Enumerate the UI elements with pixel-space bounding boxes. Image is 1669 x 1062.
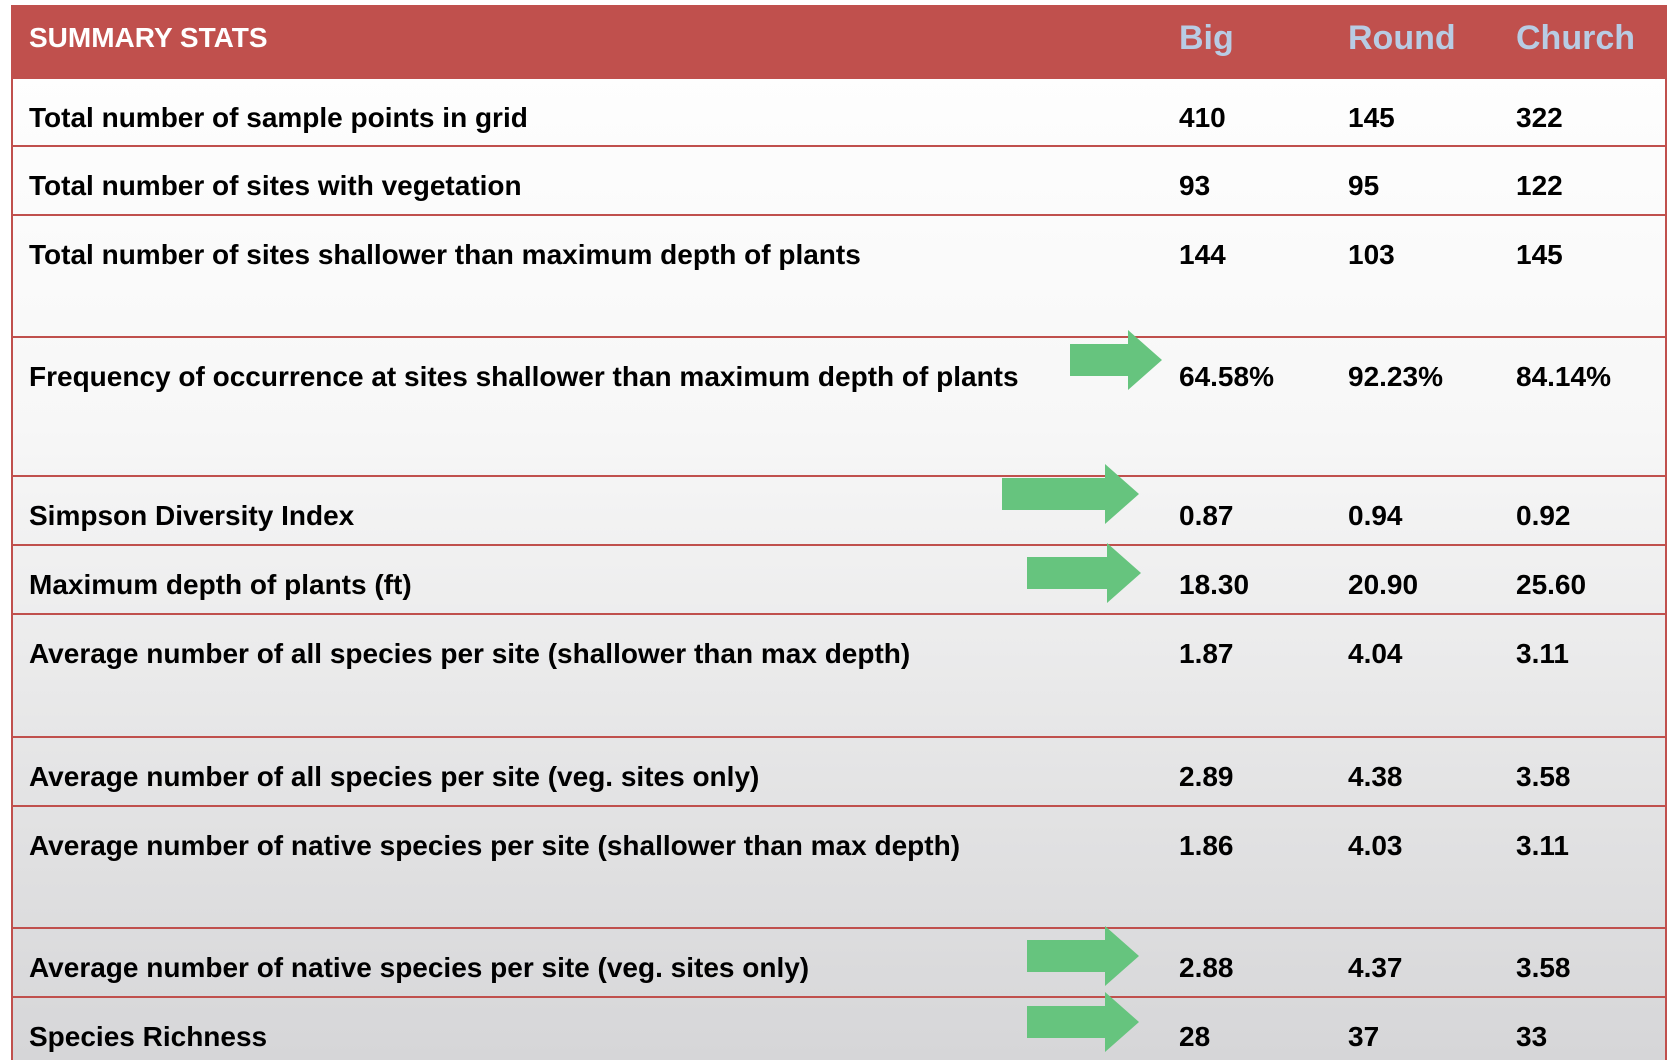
table-row: Frequency of occurrence at sites shallow… (13, 336, 1665, 475)
cell-value: 37 (1348, 1021, 1380, 1052)
green-arrow (1070, 330, 1162, 390)
cell-value: 145 (1348, 102, 1395, 133)
cell-value: 410 (1179, 102, 1226, 133)
cell-value: 103 (1348, 239, 1395, 270)
cell-value: 0.87 (1179, 500, 1234, 531)
cell-value: 0.92 (1516, 500, 1571, 531)
cell-value: 3.58 (1516, 761, 1571, 792)
table-row: Total number of sample points in grid 410… (13, 77, 1665, 145)
row-label: Frequency of occurrence at sites shallow… (29, 361, 1019, 392)
cell-value: 3.11 (1516, 638, 1569, 669)
row-label: Total number of sample points in grid (29, 102, 528, 133)
cell-value: 64.58% (1179, 361, 1274, 392)
cell-value: 3.11 (1516, 830, 1569, 861)
row-label: Average number of all species per site (… (29, 761, 760, 792)
row-label: Simpson Diversity Index (29, 500, 355, 531)
cell-value: 2.89 (1179, 761, 1234, 792)
cell-value: 4.04 (1348, 638, 1403, 669)
cell-value: 25.60 (1516, 569, 1587, 600)
cell-value: 4.37 (1348, 952, 1403, 983)
column-header: Big (1179, 19, 1234, 57)
cell-value: 122 (1516, 170, 1563, 201)
green-arrow (1027, 543, 1141, 603)
row-label: Average number of all species per site (… (29, 638, 911, 669)
cell-value: 18.30 (1179, 569, 1250, 600)
green-arrow (1027, 926, 1139, 986)
table-row: Average number of native species per sit… (13, 927, 1665, 996)
cell-value: 145 (1516, 239, 1563, 270)
table-row: Simpson Diversity Index 0.87 0.94 0.92 (13, 475, 1665, 544)
row-label: Total number of sites shallower than max… (29, 239, 861, 270)
column-header: Church (1516, 19, 1635, 57)
row-label: Total number of sites with vegetation (29, 170, 522, 201)
cell-value: 28 (1179, 1021, 1211, 1052)
header-row: SUMMARY STATS Big Round Church (13, 5, 1665, 77)
cell-value: 144 (1179, 239, 1226, 270)
table-row: Average number of all species per site (… (13, 736, 1665, 805)
row-label: Species Richness (29, 1021, 268, 1052)
table-row: Total number of sites with vegetation 93 9… (13, 145, 1665, 214)
cell-value: 1.87 (1179, 638, 1234, 669)
green-arrow (1027, 992, 1139, 1052)
cell-value: 0.94 (1348, 500, 1403, 531)
table-row: Maximum depth of plants (ft) 18.30 20.90 25… (13, 544, 1665, 613)
table-row: Average number of native species per sit… (13, 805, 1665, 927)
cell-value: 2.88 (1179, 952, 1234, 983)
column-header: Round (1348, 19, 1456, 57)
table-row: Total number of sites shallower than max… (13, 214, 1665, 336)
cell-value: 92.23% (1348, 361, 1443, 392)
green-arrow (1002, 464, 1139, 524)
row-label: Average number of native species per sit… (29, 952, 810, 983)
cell-value: 95 (1348, 170, 1380, 201)
table-row: Species Richness 28 37 33 (13, 996, 1665, 1060)
cell-value: 4.38 (1348, 761, 1403, 792)
cell-value: 33 (1516, 1021, 1548, 1052)
cell-value: 3.58 (1516, 952, 1571, 983)
row-label: Average number of native species per sit… (29, 830, 961, 861)
table-title: SUMMARY STATS (29, 22, 268, 53)
cell-value: 20.90 (1348, 569, 1419, 600)
row-label: Maximum depth of plants (ft) (29, 569, 412, 600)
table-row: Average number of all species per site (… (13, 613, 1665, 736)
summary-table: SUMMARY STATS Big Round Church Total numbe… (11, 5, 1667, 1060)
cell-value: 322 (1516, 102, 1563, 133)
cell-value: 1.86 (1179, 830, 1234, 861)
cell-value: 4.03 (1348, 830, 1403, 861)
cell-value: 93 (1179, 170, 1211, 201)
cell-value: 84.14% (1516, 361, 1611, 392)
